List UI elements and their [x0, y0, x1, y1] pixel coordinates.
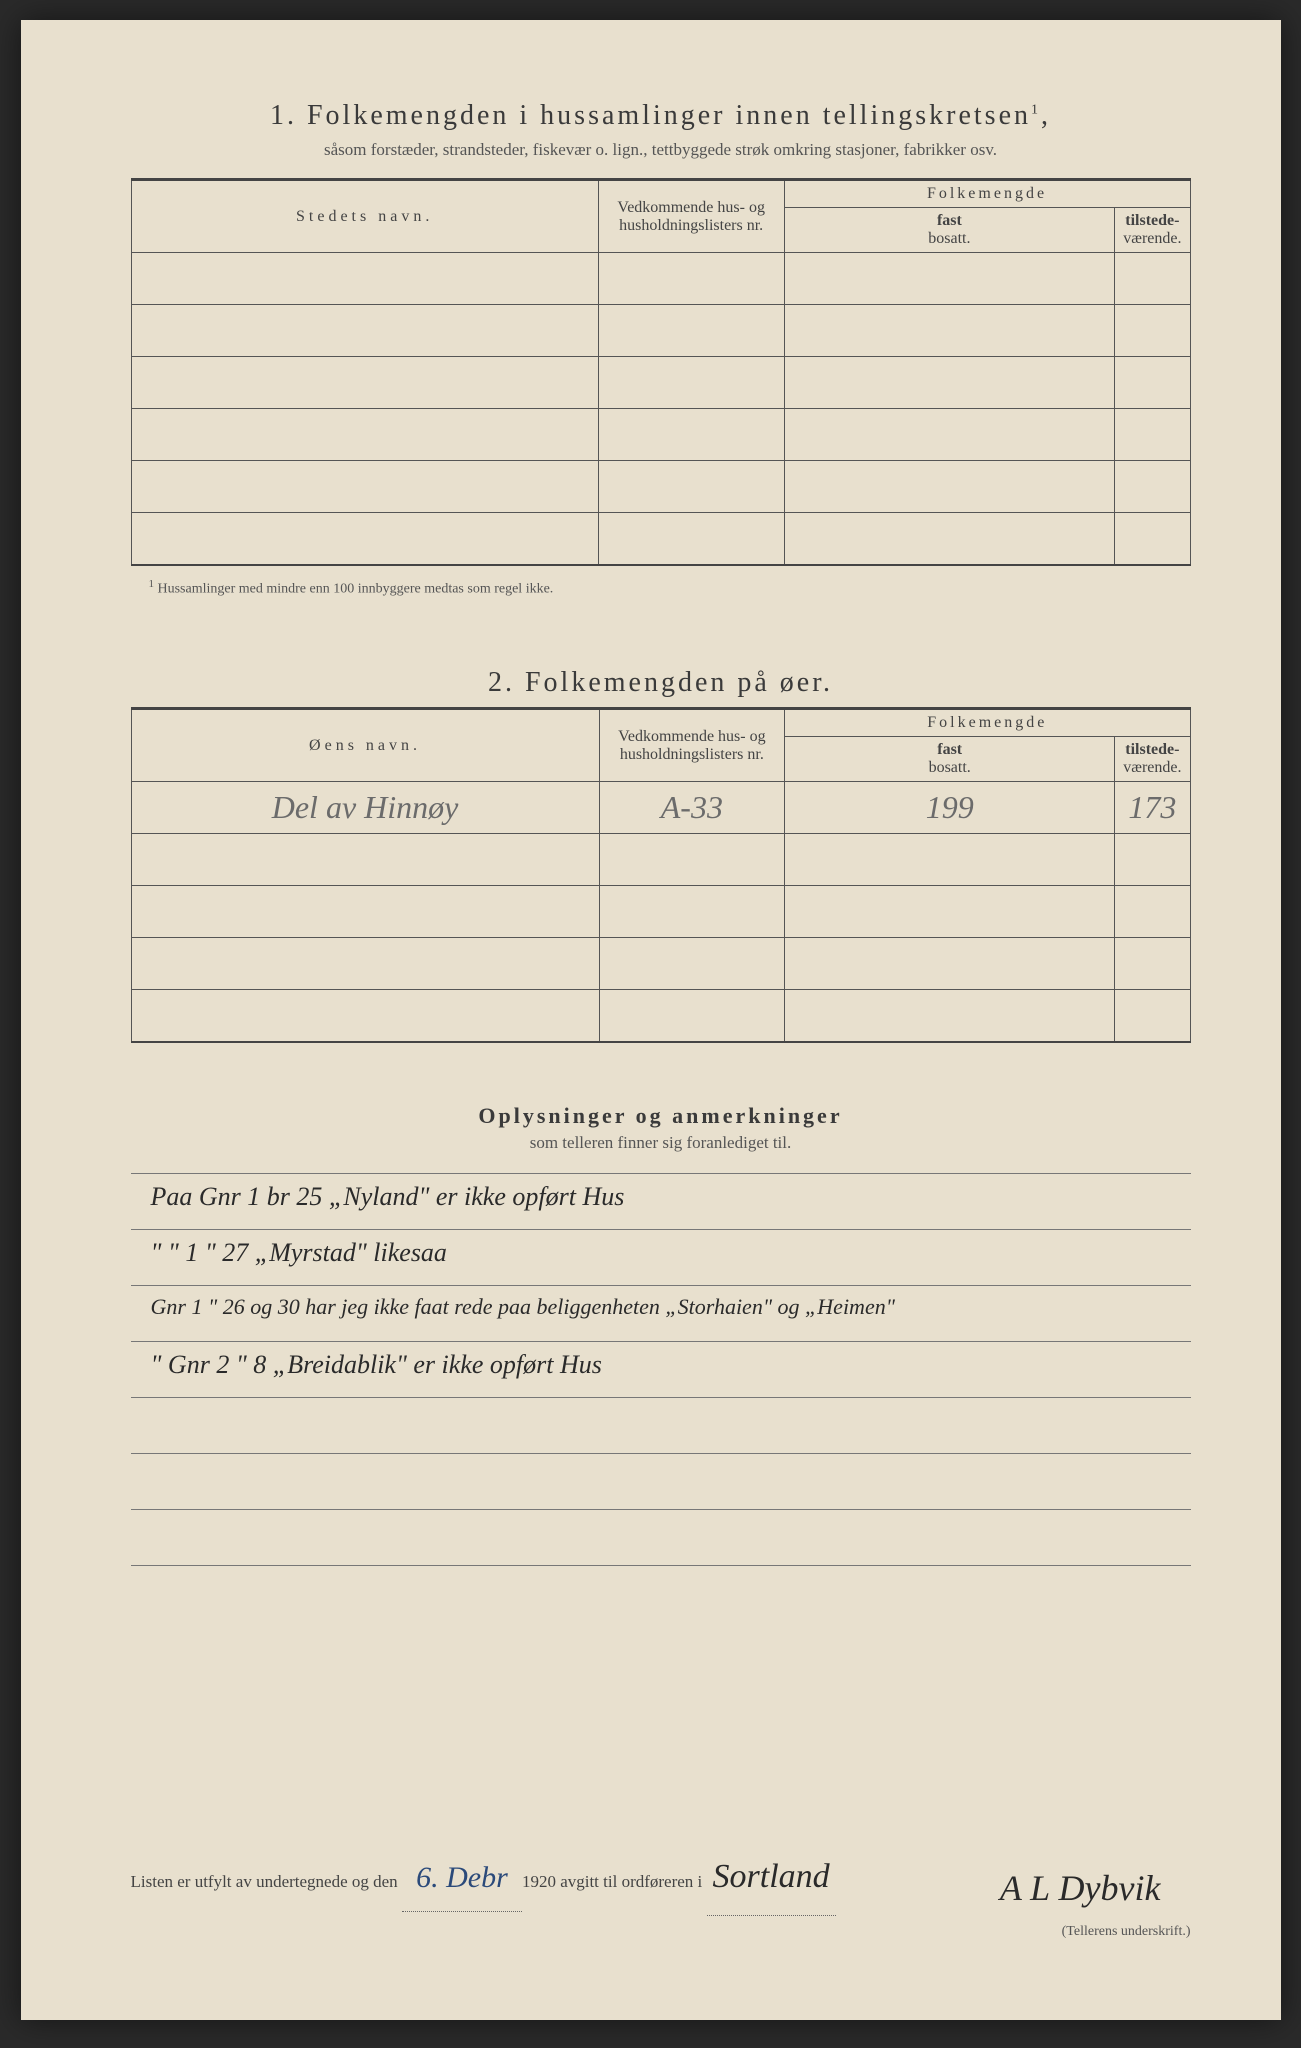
- remark-text: " " 1 " 27 „Myrstad" likesaa: [151, 1238, 447, 1268]
- remark-text: Gnr 1 " 26 og 30 har jeg ikke faat rede …: [151, 1294, 895, 1320]
- remark-text: " Gnr 2 " 8 „Breidablik" er ikke opført …: [151, 1350, 602, 1380]
- remark-line: [131, 1453, 1191, 1509]
- section-2-number: 2.: [488, 667, 515, 698]
- section-2: 2. Folkemengden på øer. Øens navn. Vedko…: [131, 667, 1191, 1043]
- remark-line: [131, 1397, 1191, 1453]
- signature-text: A L Dybvik: [1000, 1868, 1161, 1908]
- table-row: Del av Hinnøy A-33 199 173: [131, 782, 1190, 834]
- table-row: [131, 938, 1190, 990]
- th-folkemengde-2: Folkemengde: [785, 709, 1190, 737]
- table-row: [131, 461, 1190, 513]
- remark-line: Paa Gnr 1 br 25 „Nyland" er ikke opført …: [131, 1173, 1191, 1229]
- cell-tilst: 173: [1128, 789, 1176, 825]
- footer-year: 1920: [522, 1872, 556, 1891]
- footer-section: Listen er utfylt av undertegnede og den …: [131, 1840, 1191, 1940]
- th-vaer-label-2: værende.: [1123, 759, 1181, 776]
- section-1: 1. Folkemengden i hussamlinger innen tel…: [131, 100, 1191, 597]
- table-row: [131, 990, 1190, 1042]
- th-tilstede-2: tilstede- værende.: [1115, 737, 1190, 782]
- th-tilst-label-2: tilstede-: [1125, 741, 1179, 758]
- remark-line: [131, 1565, 1191, 1621]
- remark-line: [131, 1509, 1191, 1565]
- th-tilstede: tilstede- værende.: [1115, 208, 1190, 253]
- remark-line: Gnr 1 " 26 og 30 har jeg ikke faat rede …: [131, 1285, 1191, 1341]
- th-lists: Vedkommende hus- og husholdningslisters …: [598, 180, 784, 253]
- section-1-number: 1.: [270, 100, 297, 131]
- section-2-title: 2. Folkemengden på øer.: [131, 667, 1191, 699]
- th-folkemengde: Folkemengde: [784, 180, 1190, 208]
- table-row: [131, 409, 1190, 461]
- signature-label: (Tellerens underskrift.): [131, 1924, 1191, 1940]
- section-1-sup: 1: [1031, 103, 1041, 118]
- table-row: [131, 305, 1190, 357]
- remark-text: Paa Gnr 1 br 25 „Nyland" er ikke opført …: [151, 1182, 625, 1212]
- footer-place: Sortland: [713, 1858, 830, 1895]
- th-bosatt-label: bosatt.: [928, 230, 970, 247]
- th-oens-navn: Øens navn.: [131, 709, 599, 782]
- table-row: [131, 357, 1190, 409]
- th-fast: fast bosatt.: [784, 208, 1115, 253]
- section-1-title-text: Folkemengden i hussamlinger innen tellin…: [307, 100, 1031, 131]
- remark-line: " Gnr 2 " 8 „Breidablik" er ikke opført …: [131, 1341, 1191, 1397]
- cell-fast: 199: [926, 789, 974, 825]
- th-bosatt-label-2: bosatt.: [929, 759, 971, 776]
- footnote-1: 1 Hussamlinger med mindre enn 100 innbyg…: [131, 578, 1191, 598]
- th-fast-label: fast: [937, 212, 962, 229]
- section-3-subtitle: som telleren finner sig foranlediget til…: [131, 1133, 1191, 1153]
- th-fast-2: fast bosatt.: [785, 737, 1115, 782]
- census-form-page: 1. Folkemengden i hussamlinger innen tel…: [21, 20, 1281, 2020]
- cell-lists: A-33: [661, 789, 723, 825]
- section-3: Oplysninger og anmerkninger som telleren…: [131, 1103, 1191, 1621]
- footnote-number: 1: [149, 578, 155, 590]
- section-1-title: 1. Folkemengden i hussamlinger innen tel…: [131, 100, 1191, 132]
- signature: A L Dybvik: [1000, 1863, 1161, 1910]
- th-stedets-navn: Stedets navn.: [131, 180, 598, 253]
- section-1-subtitle: såsom forstæder, strandsteder, fiskevær …: [131, 140, 1191, 160]
- table-row: [131, 253, 1190, 305]
- footer-prefix: Listen er utfylt av undertegnede og den: [131, 1872, 398, 1891]
- table-row: [131, 513, 1190, 565]
- th-lists-2: Vedkommende hus- og husholdningslisters …: [599, 709, 785, 782]
- section-2-title-text: Folkemengden på øer.: [525, 667, 833, 698]
- remark-line: " " 1 " 27 „Myrstad" likesaa: [131, 1229, 1191, 1285]
- footer-date: 6. Debr: [416, 1861, 508, 1894]
- th-vaer-label: værende.: [1123, 230, 1181, 247]
- table-row: [131, 886, 1190, 938]
- table-2: Øens navn. Vedkommende hus- og husholdni…: [131, 707, 1191, 1043]
- table-1: Stedets navn. Vedkommende hus- og hushol…: [131, 178, 1191, 566]
- table-row: [131, 834, 1190, 886]
- cell-island-name: Del av Hinnøy: [272, 789, 459, 825]
- section-3-title: Oplysninger og anmerkninger: [131, 1103, 1191, 1129]
- footer-middle: avgitt til ordføreren i: [560, 1872, 702, 1891]
- th-tilst-label: tilstede-: [1125, 212, 1179, 229]
- th-fast-label-2: fast: [937, 741, 962, 758]
- footnote-text: Hussamlinger med mindre enn 100 innbygge…: [158, 581, 554, 596]
